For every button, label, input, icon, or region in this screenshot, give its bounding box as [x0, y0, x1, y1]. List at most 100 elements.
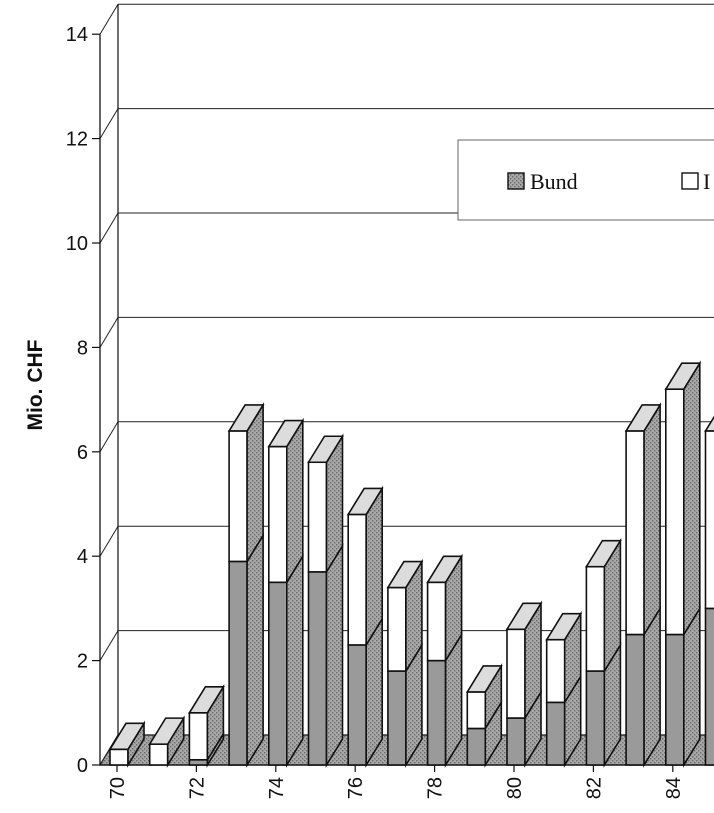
bar-other-front	[545, 638, 566, 704]
wall-diagonal	[99, 108, 119, 139]
bar-bund	[228, 532, 264, 768]
bar-top	[386, 560, 424, 589]
bar-top	[704, 415, 714, 432]
legend: Bund I	[457, 139, 714, 221]
bar-other	[664, 360, 701, 638]
bar-other	[307, 433, 344, 575]
bar-other-front	[426, 581, 447, 662]
bar-top	[346, 487, 384, 516]
y-tick-label: 4	[77, 546, 88, 568]
bar-bund-front	[585, 670, 606, 766]
bar-other-front	[704, 430, 714, 610]
bar-bund	[307, 543, 344, 768]
bar-other	[625, 402, 661, 638]
y-tick-label: 0	[77, 755, 88, 777]
bar-other-front	[466, 691, 487, 730]
legend-label-bund: Bund	[530, 169, 578, 194]
bar-top	[227, 404, 265, 432]
bar-top	[187, 685, 225, 714]
bar-bund-front	[426, 659, 447, 766]
bar-top	[624, 404, 662, 432]
bar-bund	[704, 607, 714, 766]
y-tick-label: 14	[66, 24, 88, 46]
wall-diagonal	[99, 3, 119, 35]
bar-other-front	[585, 565, 606, 672]
y-tick-labels: 0 2 4 6 8 10 12 14	[66, 24, 88, 777]
wall-diagonal	[99, 317, 119, 348]
bar-bund-front	[625, 633, 645, 766]
bar-top	[545, 612, 583, 641]
bar-other-front	[664, 388, 685, 636]
bar-bund	[664, 605, 701, 768]
legend-label-other: I	[703, 169, 710, 194]
bar-top	[426, 555, 464, 584]
bar-other-front	[347, 513, 368, 646]
bar-other-front	[625, 430, 645, 636]
bar-bund-front	[664, 633, 685, 766]
bar-bund	[387, 642, 423, 768]
bar-top	[465, 665, 503, 693]
x-tick-label: 76	[345, 777, 367, 799]
bar-bund-front	[506, 717, 526, 766]
y-tick-label: 8	[77, 337, 88, 359]
x-tick-label: 78	[425, 777, 447, 799]
bar-top	[267, 419, 305, 448]
bar-other	[267, 417, 304, 586]
x-tick-label: 74	[266, 777, 288, 799]
bar-other	[387, 558, 423, 674]
y-tick-label: 6	[77, 442, 88, 464]
bar-other	[545, 610, 582, 706]
bar-other-side	[682, 360, 701, 638]
bar-bund-side	[246, 532, 264, 768]
wall-diagonal	[99, 630, 119, 661]
wall-diagonal	[99, 421, 119, 453]
bar-other	[704, 430, 714, 610]
y-tick-label: 12	[66, 129, 88, 151]
y-axis-label: Mio. CHF	[24, 339, 47, 430]
bar-other-side	[285, 417, 304, 586]
bar-bund-front	[347, 644, 368, 766]
bar-bund-side	[325, 543, 344, 768]
wall-diagonal	[99, 525, 119, 557]
bar-other-front	[267, 445, 288, 584]
bar-other-side	[643, 402, 661, 638]
bar-bund-side	[285, 553, 304, 768]
y-tick-label: 10	[66, 233, 88, 255]
bar-other-front	[506, 628, 526, 719]
legend-box	[457, 139, 714, 221]
legend-swatch-other	[681, 172, 699, 190]
bar-other	[188, 683, 225, 763]
bar-bund-front	[704, 607, 714, 766]
bar-other-front	[109, 748, 129, 766]
bar-bund	[267, 553, 304, 768]
bar-other	[228, 402, 264, 565]
x-tick-label: 84	[663, 777, 685, 799]
bar-series	[108, 360, 714, 768]
y-tick-label: 2	[77, 651, 88, 673]
x-tick-labels: 70 72 74 76 78 80 82 84	[107, 777, 685, 799]
bar-bund-front	[466, 727, 487, 766]
bar-bund-front	[545, 701, 566, 766]
bar-top	[108, 722, 146, 751]
x-tick-label: 70	[107, 777, 129, 799]
bar-top	[148, 717, 186, 745]
bar-top	[307, 435, 344, 464]
bar-bund-front	[387, 670, 407, 766]
x-tick-label: 82	[583, 777, 605, 799]
bar-other-front	[188, 711, 209, 761]
bar-bund-front	[267, 581, 288, 766]
bar-bund-front	[228, 560, 248, 766]
wall-diagonal	[99, 212, 119, 244]
bar-other-front	[228, 430, 248, 563]
bar-top	[664, 362, 702, 390]
legend-swatch-bund	[507, 172, 525, 190]
x-tick-label: 80	[504, 777, 526, 799]
bar-other	[426, 553, 463, 664]
bar-top	[505, 602, 543, 631]
bar-other-front	[307, 461, 328, 573]
bar-bund-front	[307, 571, 328, 766]
bar-other-front	[387, 586, 407, 672]
bar-bund	[347, 616, 384, 768]
x-tick-label: 72	[186, 777, 208, 799]
